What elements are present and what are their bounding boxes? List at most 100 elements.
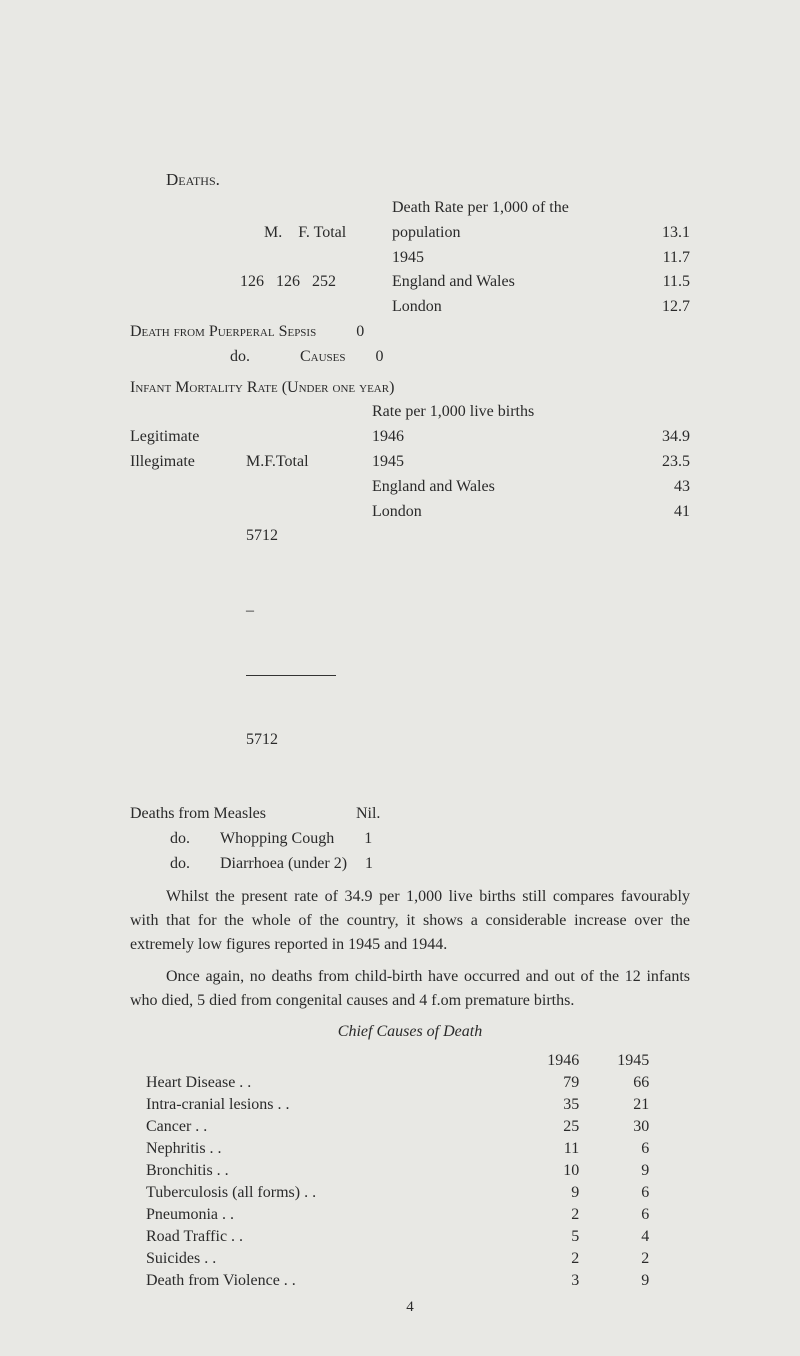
ccd-name: Road Traffic . .	[142, 1227, 513, 1247]
imr-h-m: M.	[246, 450, 264, 475]
imr-londonv: 41	[674, 500, 690, 525]
ccd-name: Heart Disease . .	[142, 1073, 513, 1093]
ds-do1: do. Whopping Cough 1	[130, 827, 690, 852]
ccd-1946: 25	[515, 1117, 583, 1137]
ccd-1945: 9	[585, 1161, 653, 1181]
ds-measles-v: Nil.	[356, 802, 380, 827]
dfrom-r1a: Death from Puerperal Sepsis	[130, 320, 316, 345]
imr-h-t: Total	[276, 450, 309, 475]
ccd-title: Chief Causes of Death	[130, 1023, 690, 1041]
ccd-name: Death from Violence . .	[142, 1271, 513, 1291]
imr-title-txt: Infant Mortality Rate (Under one year)	[130, 376, 394, 401]
table-row: Suicides . .22	[142, 1249, 653, 1269]
rate-ew: England and Wales	[392, 270, 515, 295]
ds-do1b: Whopping Cough	[220, 827, 334, 852]
col-m-h: M.	[264, 224, 282, 241]
imr-l-m: 5	[246, 524, 254, 549]
table-row: Death from Violence . .39	[142, 1271, 653, 1291]
rate-pop-v: 13.1	[662, 221, 690, 246]
ccd-name: Suicides . .	[142, 1249, 513, 1269]
imr-ewv: 43	[674, 475, 690, 500]
dfrom-r2a: do.	[230, 345, 250, 370]
imr-1945v: 23.5	[662, 450, 690, 475]
table-row: Cancer . .2530	[142, 1117, 653, 1137]
imr-block: Legitimate Illegimate M. F. Total 5 7 12…	[130, 400, 690, 802]
col-t-h: Total	[314, 224, 347, 241]
imr-t-f: 7	[254, 728, 262, 753]
ccd-1945: 66	[585, 1073, 653, 1093]
rate-ew-v: 11.5	[663, 270, 690, 295]
imr-l-f: 7	[254, 524, 262, 549]
imr-title: Infant Mortality Rate (Under one year)	[130, 376, 690, 401]
table-row: Nephritis . .116	[142, 1139, 653, 1159]
ccd-1945: 30	[585, 1117, 653, 1137]
ds-do1v: 1	[364, 827, 372, 852]
ccd-1946: 9	[515, 1183, 583, 1203]
paragraph-2: Once again, no deaths from child-birth h…	[130, 965, 690, 1013]
ccd-name: Intra-cranial lesions . .	[142, 1095, 513, 1115]
imr-h-f: F.	[264, 450, 276, 475]
rate-london-v: 12.7	[662, 295, 690, 320]
imr-illegit: Illegimate	[130, 450, 195, 475]
ccd-1945: 6	[585, 1183, 653, 1203]
ccd-name: Cancer . .	[142, 1117, 513, 1137]
ccd-name: Pneumonia . .	[142, 1205, 513, 1225]
ccd-1945: 6	[585, 1205, 653, 1225]
d-f: 126	[276, 273, 300, 290]
imr-rate-head: Rate per 1,000 live births	[372, 400, 534, 425]
ccd-1946: 3	[515, 1271, 583, 1291]
d-t: 252	[312, 273, 336, 290]
ccd-1946: 11	[515, 1139, 583, 1159]
imr-t-t: 12	[262, 728, 278, 753]
ccd-1946: 2	[515, 1205, 583, 1225]
ccd-1945: 4	[585, 1227, 653, 1247]
dfrom-r1v: 0	[356, 320, 364, 345]
ccd-table: 1946 1945 Heart Disease . .7966Intra-cra…	[140, 1049, 655, 1293]
dfrom-row1: Death from Puerperal Sepsis 0	[130, 320, 690, 345]
ds-measles-l: Deaths from Measles	[130, 802, 266, 827]
table-row: Intra-cranial lesions . .3521	[142, 1095, 653, 1115]
rate-london: London	[392, 295, 442, 320]
ccd-1946: 35	[515, 1095, 583, 1115]
imr-l-t: 12	[262, 524, 278, 549]
ccd-1946: 10	[515, 1161, 583, 1181]
ccd-header-row: 1946 1945	[142, 1051, 653, 1071]
imr-london: London	[372, 500, 422, 525]
ds-measles: Deaths from Measles Nil.	[130, 802, 690, 827]
page: Deaths. M. F. Total 126 126 252 Death Ra…	[0, 0, 800, 1356]
ds-do2a: do.	[170, 852, 190, 877]
dfrom-r2b: Causes	[300, 345, 346, 370]
ccd-name: Nephritis . .	[142, 1139, 513, 1159]
deaths-block: M. F. Total 126 126 252 Death Rate per 1…	[130, 196, 690, 320]
rate-1945-v: 11.7	[663, 246, 690, 271]
imr-t-m: 5	[246, 728, 254, 753]
imr-rule	[246, 675, 336, 676]
ds-do2v: 1	[365, 852, 373, 877]
paragraph-1: Whilst the present rate of 34.9 per 1,00…	[130, 885, 690, 957]
deaths-heading: Deaths.	[130, 170, 690, 190]
ccd-1945: 9	[585, 1271, 653, 1291]
ccd-1946: 2	[515, 1249, 583, 1269]
imr-legit: Legitimate	[130, 425, 199, 450]
table-row: Pneumonia . .26	[142, 1205, 653, 1225]
rate-l1: Death Rate per 1,000 of the	[392, 196, 569, 221]
ccd-h-1946: 1946	[515, 1051, 583, 1071]
rate-1945: 1945	[392, 246, 424, 271]
ccd-1946: 5	[515, 1227, 583, 1247]
ccd-1945: 21	[585, 1095, 653, 1115]
table-row: Bronchitis . .109	[142, 1161, 653, 1181]
page-number: 4	[130, 1299, 690, 1316]
ccd-1946: 79	[515, 1073, 583, 1093]
imr-1945: 1945	[372, 450, 404, 475]
rate-pop: population	[392, 221, 460, 246]
table-row: Road Traffic . .54	[142, 1227, 653, 1247]
imr-1946: 1946	[372, 425, 404, 450]
ccd-h-1945: 1945	[585, 1051, 653, 1071]
ccd-name: Tuberculosis (all forms) . .	[142, 1183, 513, 1203]
dfrom-row2: do. Causes 0	[130, 345, 690, 370]
dfrom-r2v: 0	[376, 345, 384, 370]
ccd-1945: 2	[585, 1249, 653, 1269]
ds-do2b: Diarrhoea (under 2)	[220, 852, 347, 877]
ds-do1a: do.	[170, 827, 190, 852]
imr-1946v: 34.9	[662, 425, 690, 450]
